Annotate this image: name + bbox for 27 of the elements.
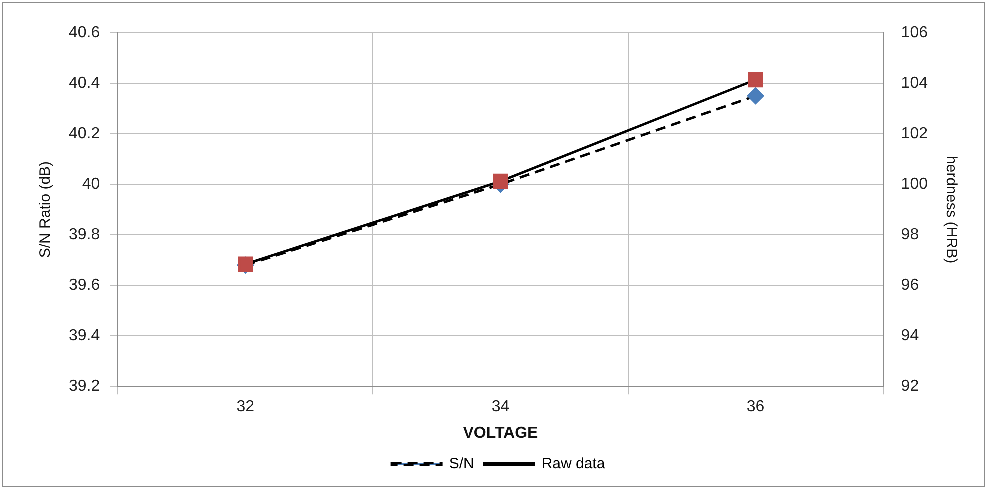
y2-tick-label: 96 — [901, 276, 920, 294]
x-axis-title: VOLTAGE — [463, 424, 539, 442]
x-tick-label: 32 — [236, 398, 255, 416]
y2-axis-title: herdness (HRB) — [942, 156, 960, 264]
y2-tick-label: 100 — [901, 176, 928, 193]
y-tick-label: 40.4 — [69, 74, 100, 92]
y2-tick-label: 104 — [901, 74, 928, 92]
x-tick-label: 36 — [746, 398, 765, 416]
y2-tick-label: 106 — [901, 24, 928, 42]
point — [493, 174, 508, 190]
point — [748, 72, 764, 88]
y2-tick-label: 94 — [901, 327, 920, 344]
y-tick-label: 40 — [82, 176, 100, 193]
y-axis-title: S/N Ratio (dB) — [37, 161, 54, 258]
y-tick-label: 39.2 — [69, 378, 100, 396]
y2-tick-label: 98 — [901, 226, 920, 244]
point — [238, 256, 254, 272]
y-tick-label: 40.2 — [69, 125, 100, 142]
y-tick-label: 39.4 — [69, 327, 100, 344]
y2-tick-label: 92 — [901, 378, 920, 396]
y-tick-label: 39.8 — [69, 226, 100, 244]
y2-tick-label: 102 — [901, 125, 928, 142]
y-tick-label: 40.6 — [69, 24, 100, 42]
legend-label: S/N — [449, 456, 474, 473]
legend-label: Raw data — [542, 456, 606, 473]
y-tick-label: 39.6 — [69, 276, 100, 294]
x-tick-label: 34 — [492, 398, 510, 416]
